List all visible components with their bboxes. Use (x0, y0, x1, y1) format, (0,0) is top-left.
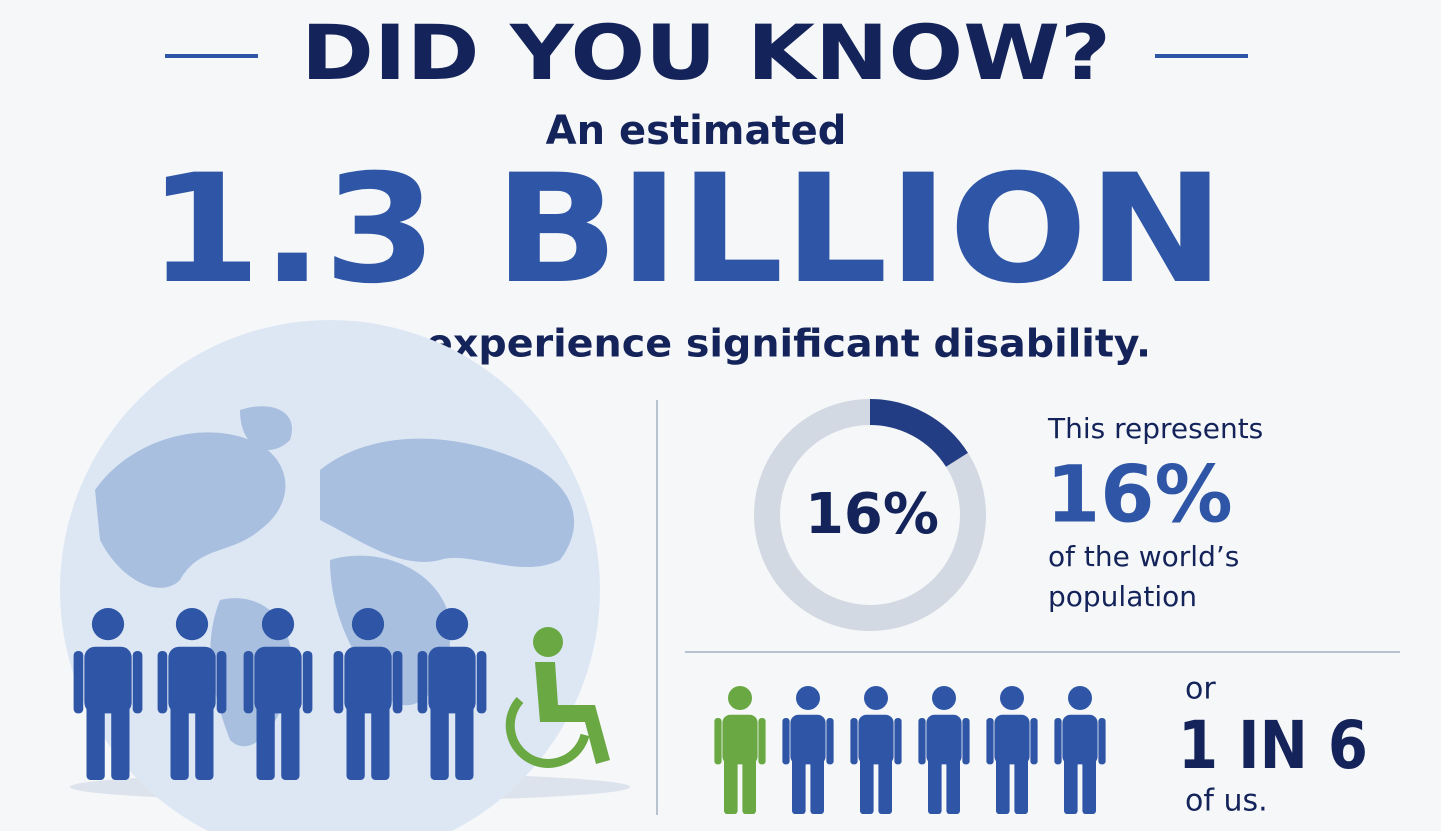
arm (243, 651, 254, 714)
leg (1014, 758, 1028, 814)
arm (73, 651, 84, 714)
arm (132, 651, 143, 714)
torso (790, 714, 826, 765)
arm (333, 651, 344, 714)
arm (1098, 718, 1106, 765)
stat-caption: of the world’s (1048, 540, 1239, 573)
leg (996, 758, 1010, 814)
ratio-prefix: or (1185, 672, 1216, 707)
ratio-value: 1 IN 6 (1178, 707, 1368, 784)
head (91, 608, 125, 641)
head (175, 608, 209, 641)
head (728, 686, 752, 710)
arm (1054, 718, 1062, 765)
person-icon (333, 608, 403, 780)
donut-label: 16% (805, 482, 939, 547)
leg (742, 758, 756, 814)
leg (810, 758, 824, 814)
arm (417, 651, 428, 714)
leg (1082, 758, 1096, 814)
donut-arc (869, 399, 968, 468)
torso (994, 714, 1030, 765)
person-icon (157, 608, 227, 780)
head (435, 608, 469, 641)
arm (714, 718, 722, 765)
arm (157, 651, 168, 714)
torso (84, 646, 132, 714)
arm (986, 718, 994, 765)
arm (216, 651, 227, 714)
person-icon (1054, 686, 1106, 814)
leg (455, 704, 474, 780)
leg (111, 704, 130, 780)
continent (95, 432, 286, 588)
stat-value: 16% (1046, 450, 1233, 540)
wheel (505, 696, 590, 768)
torso (722, 714, 758, 765)
torso (168, 646, 216, 714)
torso (1062, 714, 1098, 765)
arm (476, 651, 487, 714)
leg (430, 704, 449, 780)
leg (946, 758, 960, 814)
torso (428, 646, 476, 714)
leg (256, 704, 275, 780)
headline: 1.3 BILLION (148, 143, 1225, 317)
title: DID YOU KNOW? (301, 8, 1111, 97)
leg (878, 758, 892, 814)
leg (724, 758, 738, 814)
person-icon (918, 686, 970, 814)
head (533, 627, 563, 657)
leg (281, 704, 300, 780)
arm (1030, 718, 1038, 765)
arm (894, 718, 902, 765)
head (1068, 686, 1092, 710)
torso (926, 714, 962, 765)
torso (858, 714, 894, 765)
ratio-suffix: of us. (1185, 784, 1268, 819)
arm (392, 651, 403, 714)
leg (860, 758, 874, 814)
arm (758, 718, 766, 765)
person-icon (714, 686, 766, 814)
person-icon (850, 686, 902, 814)
head (932, 686, 956, 710)
intro: An estimated (546, 108, 847, 154)
person-icon (243, 608, 313, 780)
arm (782, 718, 790, 765)
person-icon (417, 608, 487, 780)
leg (928, 758, 942, 814)
leg (195, 704, 214, 780)
torso (254, 646, 302, 714)
body (535, 662, 610, 764)
continent (240, 406, 292, 450)
torso (344, 646, 392, 714)
arm (302, 651, 313, 714)
arm (850, 718, 858, 765)
leg (346, 704, 365, 780)
stat-intro: This represents (1047, 412, 1263, 445)
leg (371, 704, 390, 780)
continent (320, 438, 575, 568)
leg (792, 758, 806, 814)
wheelchair-icon (505, 627, 610, 768)
person-icon (986, 686, 1038, 814)
head (351, 608, 385, 641)
leg (1064, 758, 1078, 814)
head (864, 686, 888, 710)
stat-caption: population (1048, 580, 1197, 613)
person-icon (782, 686, 834, 814)
arm (962, 718, 970, 765)
head (1000, 686, 1024, 710)
head (796, 686, 820, 710)
leg (86, 704, 105, 780)
leg (170, 704, 189, 780)
person-icon (73, 608, 143, 780)
arm (918, 718, 926, 765)
head (261, 608, 295, 641)
arm (826, 718, 834, 765)
